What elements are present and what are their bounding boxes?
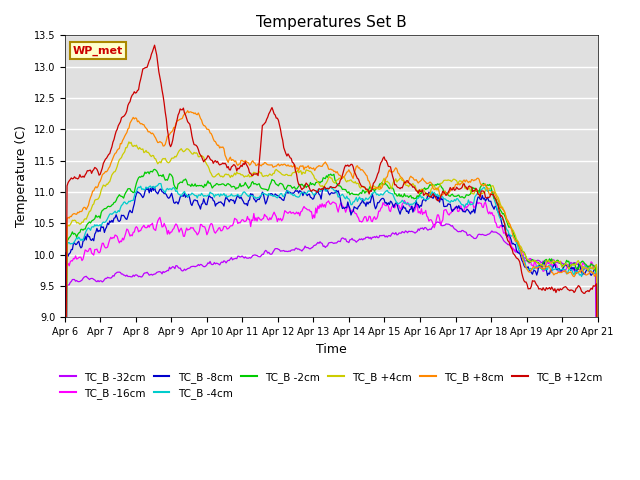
TC_B +12cm — [315, 186, 323, 192]
TC_B -16cm — [317, 204, 325, 210]
TC_B -8cm — [594, 467, 602, 473]
TC_B -2cm — [350, 192, 358, 197]
TC_B -4cm — [582, 263, 589, 268]
TC_B -8cm — [315, 191, 323, 197]
TC_B -8cm — [582, 268, 589, 274]
TC_B -2cm — [151, 167, 159, 172]
TC_B +12cm — [151, 42, 159, 48]
TC_B +12cm — [499, 215, 506, 220]
TC_B +8cm — [315, 163, 323, 168]
TC_B -16cm — [314, 203, 322, 209]
TC_B +4cm — [499, 204, 506, 210]
TC_B -32cm — [378, 233, 386, 239]
TC_B +12cm — [318, 186, 326, 192]
TC_B +4cm — [125, 139, 132, 145]
TC_B +8cm — [379, 181, 387, 187]
TC_B -2cm — [379, 181, 387, 187]
TC_B +12cm — [350, 168, 358, 174]
TC_B -32cm — [499, 235, 506, 241]
TC_B -4cm — [379, 192, 387, 198]
Line: TC_B -32cm: TC_B -32cm — [65, 222, 598, 480]
TC_B +12cm — [379, 156, 387, 161]
Y-axis label: Temperature (C): Temperature (C) — [15, 125, 28, 227]
TC_B -8cm — [499, 224, 506, 229]
TC_B -16cm — [499, 226, 506, 231]
TC_B -16cm — [401, 198, 408, 204]
TC_B -32cm — [349, 237, 357, 243]
Text: WP_met: WP_met — [73, 46, 123, 56]
TC_B +4cm — [582, 265, 589, 271]
TC_B +4cm — [350, 180, 358, 186]
TC_B -2cm — [594, 419, 602, 424]
Line: TC_B +8cm: TC_B +8cm — [65, 111, 598, 480]
TC_B +8cm — [594, 422, 602, 428]
TC_B +4cm — [315, 180, 323, 186]
TC_B -8cm — [318, 189, 326, 195]
Line: TC_B -16cm: TC_B -16cm — [65, 201, 598, 474]
TC_B -32cm — [317, 240, 325, 246]
Line: TC_B -4cm: TC_B -4cm — [65, 183, 598, 480]
TC_B -8cm — [61, 459, 68, 465]
TC_B +12cm — [594, 432, 602, 437]
TC_B -4cm — [315, 188, 323, 194]
TC_B -2cm — [315, 179, 323, 185]
Line: TC_B -2cm: TC_B -2cm — [65, 169, 598, 480]
X-axis label: Time: Time — [316, 343, 347, 356]
TC_B -32cm — [582, 266, 589, 272]
TC_B -4cm — [499, 216, 506, 222]
TC_B -16cm — [594, 471, 602, 477]
TC_B +4cm — [594, 414, 602, 420]
Line: TC_B +4cm: TC_B +4cm — [65, 142, 598, 480]
Legend: TC_B -32cm, TC_B -16cm, TC_B -8cm, TC_B -4cm, TC_B -2cm, TC_B +4cm, TC_B +8cm, T: TC_B -32cm, TC_B -16cm, TC_B -8cm, TC_B … — [56, 368, 607, 403]
TC_B -16cm — [582, 264, 589, 270]
TC_B +8cm — [350, 170, 358, 176]
TC_B +8cm — [582, 272, 589, 278]
TC_B +12cm — [582, 289, 589, 295]
TC_B +8cm — [184, 108, 191, 114]
TC_B -4cm — [350, 199, 358, 205]
TC_B -32cm — [314, 240, 322, 245]
TC_B -4cm — [156, 180, 164, 186]
TC_B -8cm — [148, 184, 156, 190]
TC_B -8cm — [350, 204, 358, 210]
TC_B -16cm — [349, 207, 357, 213]
TC_B +8cm — [499, 206, 506, 212]
TC_B -16cm — [61, 467, 68, 473]
TC_B -2cm — [499, 211, 506, 217]
TC_B +4cm — [379, 178, 387, 183]
TC_B -32cm — [434, 219, 442, 225]
TC_B -4cm — [594, 420, 602, 425]
Line: TC_B +12cm: TC_B +12cm — [65, 45, 598, 480]
TC_B +8cm — [318, 164, 326, 169]
TC_B -4cm — [318, 186, 326, 192]
TC_B -2cm — [318, 179, 326, 184]
TC_B -16cm — [378, 204, 386, 210]
TC_B +4cm — [318, 183, 326, 189]
TC_B -8cm — [379, 195, 387, 201]
TC_B -2cm — [582, 262, 589, 267]
Title: Temperatures Set B: Temperatures Set B — [256, 15, 406, 30]
Line: TC_B -8cm: TC_B -8cm — [65, 187, 598, 470]
